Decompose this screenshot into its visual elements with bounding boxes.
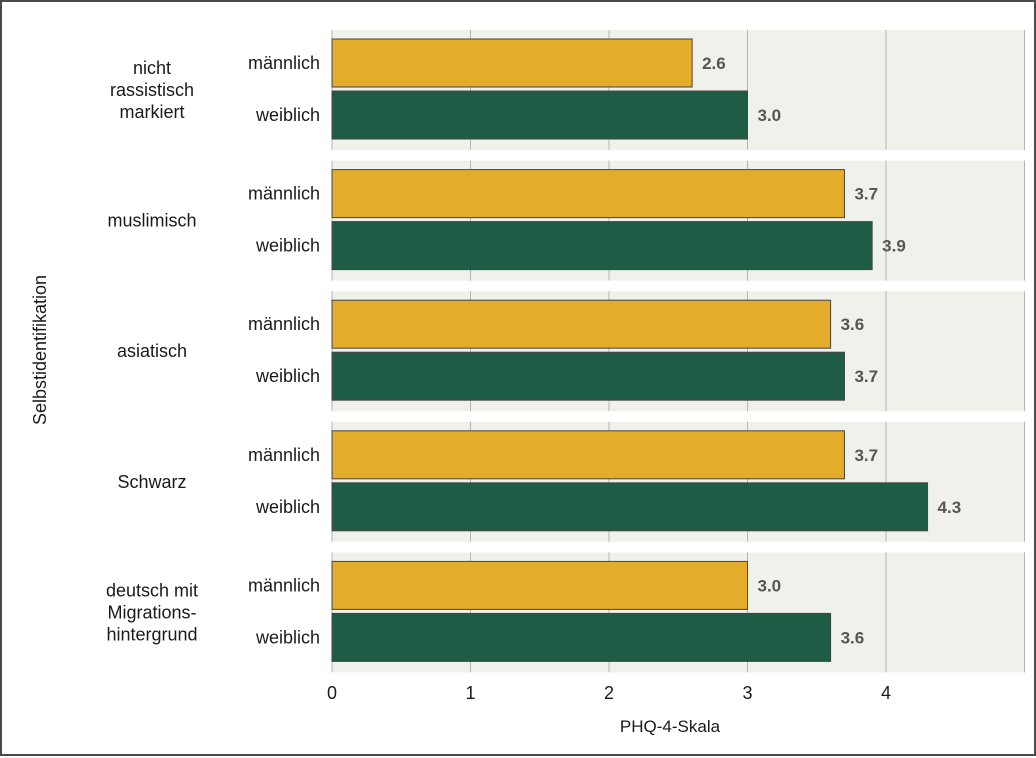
group-label: deutsch mit Migrations-hintergrund: [106, 580, 198, 644]
x-axis-title: PHQ-4-Skala: [620, 717, 721, 736]
category-label: männlich: [248, 53, 320, 73]
bar-weiblich: [331, 90, 748, 140]
bar-maennlich: [331, 299, 832, 349]
value-label: 3.0: [758, 106, 782, 125]
value-label: 3.6: [841, 315, 865, 334]
value-label: 3.7: [854, 446, 878, 465]
x-tick-label: 4: [881, 683, 891, 703]
category-label: weiblich: [255, 366, 320, 386]
category-label: männlich: [248, 575, 320, 595]
value-label: 3.7: [854, 185, 878, 204]
x-tick-label: 0: [327, 683, 337, 703]
group-label: muslimisch: [107, 211, 196, 231]
category-label: männlich: [248, 314, 320, 334]
y-axis-title: Selbstidentifikation: [30, 275, 50, 425]
category-label: weiblich: [255, 105, 320, 125]
bar-maennlich: [331, 169, 845, 219]
value-label: 3.7: [854, 367, 878, 386]
x-tick-label: 1: [465, 683, 475, 703]
category-label: weiblich: [255, 497, 320, 517]
category-label: männlich: [248, 184, 320, 204]
bar-weiblich: [331, 612, 832, 662]
bar-weiblich: [331, 351, 845, 401]
group-label: Schwarz: [117, 472, 186, 492]
value-label: 3.6: [841, 628, 865, 647]
group-label: asiatisch: [117, 341, 187, 361]
bar-maennlich: [331, 560, 748, 610]
bar-maennlich: [331, 38, 693, 88]
x-tick-label: 3: [742, 683, 752, 703]
value-label: 2.6: [702, 54, 726, 73]
value-label: 3.9: [882, 237, 906, 256]
bar-weiblich: [331, 482, 929, 532]
bar-maennlich: [331, 430, 845, 480]
group-label: nicht rassistisch markiert: [110, 58, 194, 122]
value-label: 3.0: [758, 576, 782, 595]
category-label: weiblich: [255, 627, 320, 647]
bar-weiblich: [331, 221, 873, 271]
category-label: weiblich: [255, 236, 320, 256]
category-label: männlich: [248, 445, 320, 465]
value-label: 4.3: [938, 498, 962, 517]
x-tick-label: 2: [604, 683, 614, 703]
